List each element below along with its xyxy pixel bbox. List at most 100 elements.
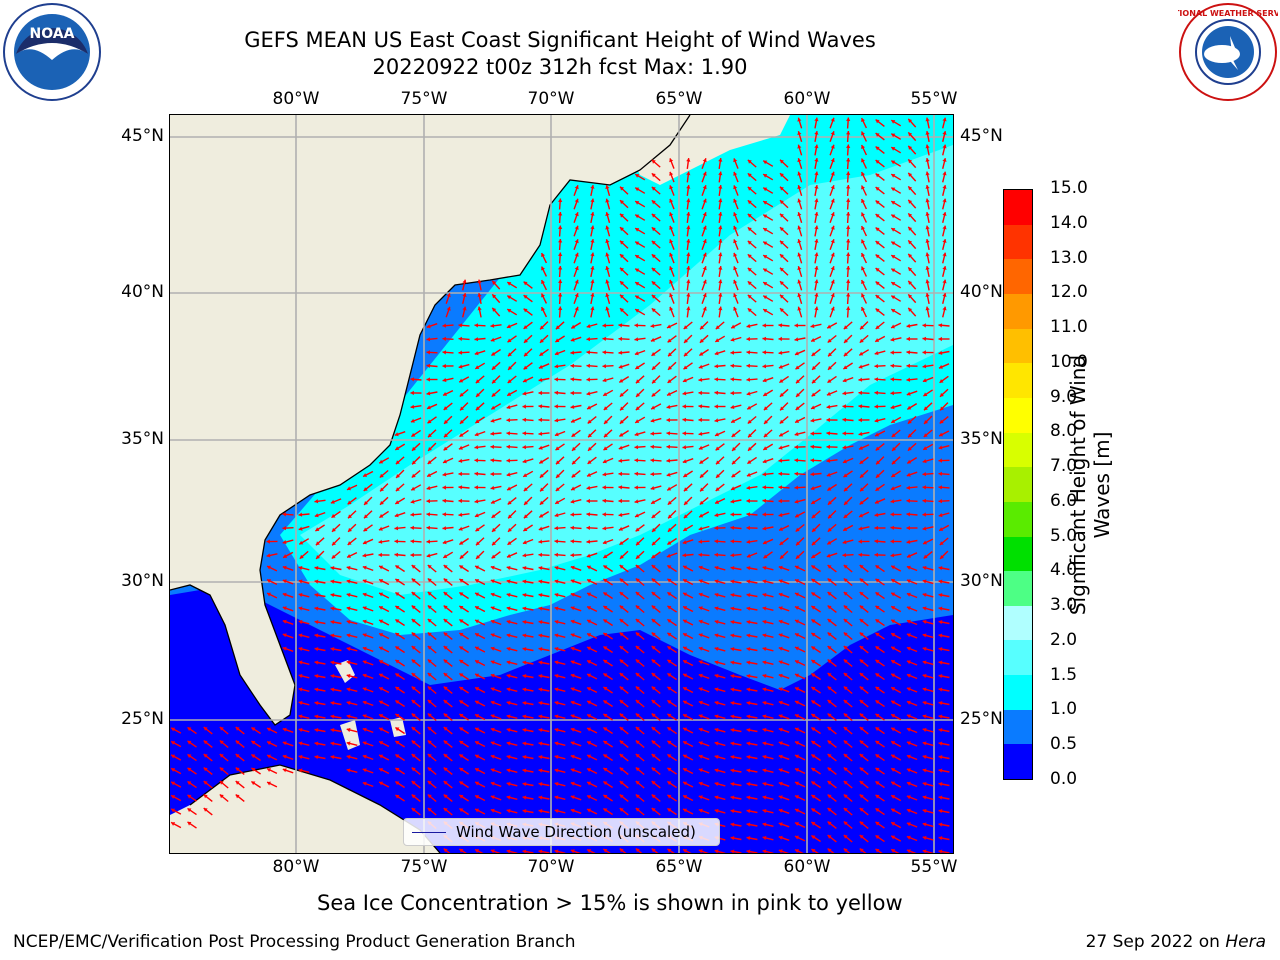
wind-wave-arrowhead — [635, 740, 640, 745]
wind-wave-arrowhead — [683, 633, 688, 637]
wave-band-1.5-2.0 — [300, 145, 953, 595]
wind-wave-arrowhead — [635, 686, 640, 691]
wind-wave-arrowhead — [605, 279, 610, 284]
wind-wave-arrowhead — [762, 633, 767, 638]
wind-wave-arrowhead — [859, 808, 864, 812]
wind-wave-arrowhead — [458, 512, 463, 517]
wind-wave-arrowhead — [826, 404, 831, 409]
wind-wave-arrowhead — [459, 392, 464, 397]
wind-wave-arrowhead — [667, 646, 672, 651]
wind-wave-arrowhead — [490, 714, 495, 719]
wind-wave-arrowhead — [618, 512, 623, 517]
wind-wave-arrowhead — [603, 565, 608, 570]
wind-wave-arrowhead — [861, 145, 865, 149]
wind-wave-arrowhead — [938, 364, 943, 369]
wind-wave-arrowhead — [861, 118, 865, 122]
wind-wave-arrowhead — [443, 659, 448, 664]
wind-wave-arrowhead — [714, 619, 719, 625]
wind-wave-arrowhead — [812, 379, 816, 384]
wind-wave-arrowhead — [474, 351, 479, 356]
wind-wave-arrowhead — [203, 794, 208, 799]
wind-wave-arrowhead — [747, 213, 752, 218]
wind-wave-arrowhead — [570, 768, 575, 773]
wind-wave-arrowhead — [874, 404, 878, 409]
wind-wave-arrowhead — [298, 526, 303, 531]
wind-wave-arrowhead — [922, 808, 927, 813]
wind-wave-arrowhead — [830, 198, 835, 203]
wind-wave-arrowhead — [651, 673, 656, 677]
wind-wave-arrowhead — [427, 672, 432, 677]
wind-wave-arrowhead — [925, 225, 930, 230]
colorbar-tick-label: 1.0 — [1050, 699, 1078, 720]
wind-wave-arrowhead — [346, 727, 351, 733]
wind-wave-arrowhead — [187, 821, 192, 826]
wind-wave-arrowhead — [683, 646, 688, 651]
wind-wave-arrowhead — [506, 727, 511, 733]
wind-wave-arrowhead — [762, 673, 767, 679]
wind-wave-arrowhead — [427, 659, 432, 664]
wind-wave-arrowhead — [714, 633, 719, 638]
wind-wave-arrowhead — [411, 446, 416, 451]
wind-wave-arrowhead — [508, 527, 512, 532]
wind-wave-arrowhead — [558, 212, 563, 216]
wind-wave-arrowhead — [908, 240, 913, 245]
wind-wave-arrowhead — [651, 267, 656, 272]
wind-wave-arrowhead — [524, 352, 528, 357]
wind-wave-arrowhead — [778, 714, 783, 719]
wind-wave-arrowhead — [827, 605, 832, 610]
wind-wave-arrowhead — [459, 754, 464, 759]
wind-wave-arrowhead — [762, 768, 767, 773]
wind-wave-arrowhead — [314, 674, 319, 679]
wind-wave-arrowhead — [906, 485, 911, 490]
wind-wave-arrowhead — [507, 392, 512, 396]
wind-wave-arrowhead — [716, 460, 720, 465]
wind-wave-arrowhead — [458, 485, 463, 490]
wind-wave-arrowhead — [442, 323, 446, 328]
wind-wave-arrowhead — [830, 266, 835, 271]
wind-wave-arrowhead — [714, 539, 719, 544]
wind-wave-arrowhead — [733, 185, 738, 190]
wind-wave-arrowhead — [861, 158, 865, 163]
wind-wave-arrowhead — [922, 485, 926, 490]
wind-wave-arrowhead — [538, 606, 543, 611]
wind-wave-arrowhead — [714, 606, 719, 611]
wind-wave-arrowhead — [283, 554, 288, 558]
wind-wave-arrowhead — [714, 714, 719, 719]
colorbar-tick-label: 11.0 — [1050, 317, 1088, 338]
wind-wave-arrowhead — [830, 185, 835, 190]
wind-wave-arrowhead — [714, 377, 718, 382]
wind-wave-arrowhead — [843, 699, 848, 704]
wind-wave-arrowhead — [858, 404, 863, 409]
wind-wave-arrowhead — [570, 418, 575, 423]
wind-wave-arrowhead — [476, 393, 480, 397]
wind-wave-arrowhead — [570, 337, 575, 342]
wind-wave-arrowhead — [652, 528, 656, 532]
wind-wave-arrowhead — [427, 591, 432, 596]
wind-wave-arrowhead — [859, 605, 864, 610]
wind-wave-arrowhead — [747, 459, 752, 464]
wind-wave-arrowhead — [346, 592, 351, 598]
legend-line-icon — [412, 832, 446, 833]
wind-wave-arrowhead — [651, 240, 656, 245]
wind-wave-arrowhead — [475, 808, 480, 813]
wind-wave-arrowhead — [635, 780, 640, 785]
wind-wave-arrowhead — [282, 592, 287, 597]
wind-wave-arrowhead — [795, 781, 799, 786]
wind-wave-arrowhead — [762, 323, 766, 328]
wind-wave-arrowhead — [267, 592, 271, 597]
wind-wave-arrowhead — [906, 781, 911, 786]
wind-wave-arrowhead — [508, 514, 512, 519]
wind-wave-arrowhead — [477, 279, 482, 284]
wind-wave-arrowhead — [605, 293, 610, 298]
wind-wave-arrowhead — [714, 552, 718, 557]
wind-wave-arrowhead — [314, 499, 319, 504]
wind-wave-arrowhead — [522, 728, 527, 733]
wind-wave-arrowhead — [763, 228, 768, 232]
wind-wave-arrowhead — [651, 659, 656, 664]
wind-wave-arrowhead — [587, 808, 592, 813]
wind-wave-arrowhead — [795, 835, 799, 840]
wind-wave-arrowhead — [346, 754, 351, 760]
wind-wave-arrowhead — [686, 306, 691, 311]
wind-wave-arrowhead — [922, 660, 927, 665]
wind-wave-arrowhead — [875, 605, 880, 610]
